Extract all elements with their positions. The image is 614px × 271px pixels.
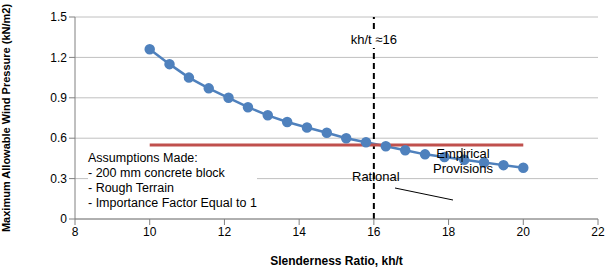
html-text:Empirical: Empirical	[436, 146, 490, 161]
svg-text:14: 14	[292, 225, 306, 239]
html-text:Assumptions Made:: Assumptions Made:	[88, 151, 198, 165]
html-text:Rational: Rational	[352, 169, 400, 184]
svg-text:18: 18	[442, 225, 456, 239]
svg-text:kh/t ≈16: kh/t ≈16	[351, 32, 397, 47]
html-text:- 200 mm concrete block: - 200 mm concrete block	[88, 166, 225, 180]
svg-text:0.6: 0.6	[50, 131, 67, 145]
svg-text:1.2: 1.2	[50, 51, 67, 65]
html-text:- Importance Factor Equal to 1: - Importance Factor Equal to 1	[88, 196, 257, 210]
svg-text:12: 12	[218, 225, 232, 239]
svg-text:Maximum Allowable Wind Pressur: Maximum Allowable Wind Pressure (kN/m2)	[8, 4, 12, 232]
svg-text:0.9: 0.9	[50, 91, 67, 105]
svg-text:0.3: 0.3	[50, 172, 67, 186]
svg-text:Slenderness Ratio, kh/t: Slenderness Ratio, kh/t	[270, 254, 403, 268]
svg-text:8: 8	[72, 225, 79, 239]
svg-text:22: 22	[591, 225, 605, 239]
svg-text:16: 16	[367, 225, 381, 239]
svg-text:0: 0	[60, 212, 67, 226]
svg-text:10: 10	[143, 225, 157, 239]
html-text:Provisions: Provisions	[433, 161, 493, 176]
html-text:- Rough Terrain: - Rough Terrain	[88, 181, 174, 195]
svg-text:20: 20	[517, 225, 531, 239]
svg-text:1.5: 1.5	[50, 10, 67, 24]
